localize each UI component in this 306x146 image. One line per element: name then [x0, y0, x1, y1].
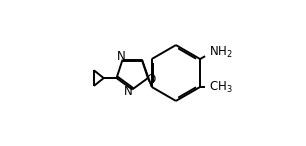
Text: N: N [124, 85, 133, 98]
Text: NH$_2$: NH$_2$ [209, 45, 233, 60]
Text: N: N [116, 50, 125, 63]
Text: O: O [147, 73, 156, 86]
Text: CH$_3$: CH$_3$ [209, 79, 232, 94]
